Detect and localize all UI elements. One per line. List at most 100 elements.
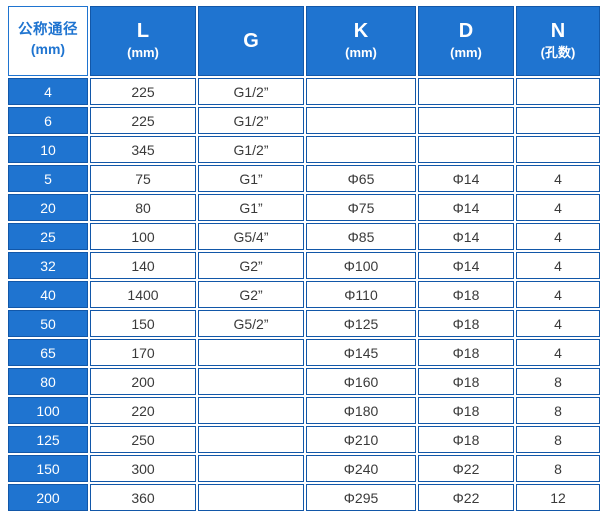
cell-d: Φ18: [418, 281, 514, 308]
cell-n: 8: [516, 397, 600, 424]
column-header-k: K (mm): [306, 6, 416, 76]
cell-l: 75: [90, 165, 196, 192]
column-header-l-title: L: [136, 19, 150, 42]
cell-g: [198, 397, 304, 424]
cell-l: 300: [90, 455, 196, 482]
cell-g: G1”: [198, 165, 304, 192]
cell-k: Φ160: [306, 368, 416, 395]
cell-k: [306, 107, 416, 134]
cell-l: 225: [90, 107, 196, 134]
cell-d: [418, 107, 514, 134]
cell-l: 200: [90, 368, 196, 395]
column-header-l-unit: (mm): [127, 44, 159, 60]
cell-nominal-diameter: 32: [8, 252, 88, 279]
table-row: 32 140 G2” Φ100 Φ14 4: [8, 252, 600, 279]
cell-k: Φ210: [306, 426, 416, 453]
column-header-n: N (孔数): [516, 6, 600, 76]
column-header-k-title: K: [353, 19, 369, 42]
cell-k: Φ75: [306, 194, 416, 221]
cell-nominal-diameter: 4: [8, 78, 88, 105]
cell-l: 250: [90, 426, 196, 453]
cell-d: Φ22: [418, 484, 514, 511]
cell-nominal-diameter: 80: [8, 368, 88, 395]
table-body: 4 225 G1/2” 6 225 G1/2” 10 345 G1/2” 5 75 G1” Φ65 Φ14…: [8, 78, 600, 511]
cell-g: G1/2”: [198, 136, 304, 163]
column-header-k-unit: (mm): [345, 44, 377, 60]
column-header-d-title: D: [458, 19, 474, 42]
cell-k: [306, 136, 416, 163]
cell-d: [418, 78, 514, 105]
table-row: 65 170 Φ145 Φ18 4: [8, 339, 600, 366]
cell-n: 4: [516, 339, 600, 366]
specification-table: 公称通径 (mm) L (mm) G K (mm) D (mm): [6, 4, 600, 513]
table-row: 25 100 G5/4” Φ85 Φ14 4: [8, 223, 600, 250]
cell-nominal-diameter: 5: [8, 165, 88, 192]
column-header-g-title: G: [243, 29, 259, 52]
table-row: 50 150 G5/2” Φ125 Φ18 4: [8, 310, 600, 337]
cell-g: [198, 426, 304, 453]
cell-d: Φ14: [418, 252, 514, 279]
cell-l: 220: [90, 397, 196, 424]
cell-g: [198, 455, 304, 482]
cell-d: Φ18: [418, 310, 514, 337]
column-header-n-unit: (孔数): [540, 44, 576, 60]
table-row: 125 250 Φ210 Φ18 8: [8, 426, 600, 453]
column-header-d-unit: (mm): [450, 44, 482, 60]
cell-l: 150: [90, 310, 196, 337]
cell-n: [516, 107, 600, 134]
cell-g: G1/2”: [198, 78, 304, 105]
cell-nominal-diameter: 25: [8, 223, 88, 250]
table-row: 6 225 G1/2”: [8, 107, 600, 134]
cell-k: Φ125: [306, 310, 416, 337]
table-row: 150 300 Φ240 Φ22 8: [8, 455, 600, 482]
cell-g: [198, 368, 304, 395]
cell-n: 4: [516, 223, 600, 250]
cell-k: Φ240: [306, 455, 416, 482]
cell-l: 360: [90, 484, 196, 511]
column-header-nominal-diameter-title: 公称通径: [18, 22, 78, 39]
cell-g: G5/4”: [198, 223, 304, 250]
cell-l: 170: [90, 339, 196, 366]
cell-l: 140: [90, 252, 196, 279]
cell-n: [516, 136, 600, 163]
cell-d: Φ14: [418, 194, 514, 221]
cell-nominal-diameter: 125: [8, 426, 88, 453]
table-row: 4 225 G1/2”: [8, 78, 600, 105]
cell-l: 100: [90, 223, 196, 250]
cell-n: 8: [516, 455, 600, 482]
table-row: 20 80 G1” Φ75 Φ14 4: [8, 194, 600, 221]
cell-d: Φ14: [418, 223, 514, 250]
cell-d: Φ18: [418, 397, 514, 424]
column-header-l: L (mm): [90, 6, 196, 76]
cell-nominal-diameter: 65: [8, 339, 88, 366]
cell-n: 12: [516, 484, 600, 511]
cell-nominal-diameter: 20: [8, 194, 88, 221]
cell-k: Φ100: [306, 252, 416, 279]
cell-g: [198, 484, 304, 511]
cell-nominal-diameter: 100: [8, 397, 88, 424]
cell-l: 80: [90, 194, 196, 221]
cell-g: G1/2”: [198, 107, 304, 134]
table-row: 200 360 Φ295 Φ22 12: [8, 484, 600, 511]
column-header-nominal-diameter-unit: (mm): [30, 40, 66, 57]
column-header-n-title: N: [550, 19, 566, 42]
cell-d: Φ18: [418, 368, 514, 395]
cell-l: 225: [90, 78, 196, 105]
table-row: 100 220 Φ180 Φ18 8: [8, 397, 600, 424]
specification-table-container: 公称通径 (mm) L (mm) G K (mm) D (mm): [8, 6, 600, 511]
cell-n: 4: [516, 165, 600, 192]
cell-d: [418, 136, 514, 163]
cell-d: Φ22: [418, 455, 514, 482]
table-header-row: 公称通径 (mm) L (mm) G K (mm) D (mm): [8, 6, 600, 76]
cell-k: Φ110: [306, 281, 416, 308]
cell-d: Φ14: [418, 165, 514, 192]
table-row: 5 75 G1” Φ65 Φ14 4: [8, 165, 600, 192]
cell-n: 4: [516, 281, 600, 308]
column-header-d: D (mm): [418, 6, 514, 76]
cell-k: [306, 78, 416, 105]
cell-n: [516, 78, 600, 105]
cell-n: 8: [516, 368, 600, 395]
cell-n: 4: [516, 194, 600, 221]
cell-d: Φ18: [418, 426, 514, 453]
cell-n: 8: [516, 426, 600, 453]
